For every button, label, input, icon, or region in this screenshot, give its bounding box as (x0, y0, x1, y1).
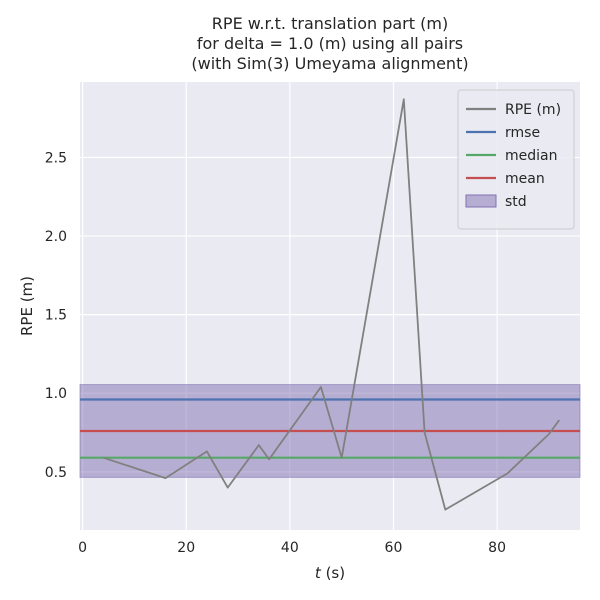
tick-labels: 0 20 40 60 80 0.5 1.0 1.5 2.0 2.5 (45, 150, 506, 556)
y-tick-label: 2.0 (45, 229, 67, 245)
y-tick-label: 0.5 (45, 465, 67, 481)
y-tick-label: 1.0 (45, 386, 67, 402)
x-tick-label: 20 (177, 540, 195, 556)
y-tick-label: 2.5 (45, 150, 67, 166)
chart-title: RPE w.r.t. translation part (m) for delt… (80, 14, 580, 74)
x-axis-label-unit: (s) (321, 564, 345, 582)
chart-title-line-3: (with Sim(3) Umeyama alignment) (191, 54, 469, 73)
x-tick-label: 80 (488, 540, 506, 556)
chart-title-line-1: RPE w.r.t. translation part (m) (211, 14, 449, 33)
reference-lines-layer (80, 398, 580, 459)
x-axis-label-var: t (315, 564, 322, 582)
legend-label: rmse (505, 125, 540, 141)
legend-swatch (465, 194, 497, 208)
x-tick-label: 60 (385, 540, 403, 556)
legend-label: mean (505, 171, 545, 187)
y-tick-label: 1.5 (45, 308, 67, 324)
x-tick-label: 0 (78, 540, 87, 556)
legend-label: RPE (m) (505, 102, 561, 118)
chart-title-line-2: for delta = 1.0 (m) using all pairs (196, 34, 464, 53)
legend: RPE (m) rmse median mean std (457, 89, 575, 230)
rpe-series-line (103, 98, 561, 511)
series-layer (103, 98, 561, 511)
legend-label: median (505, 148, 557, 164)
legend-label: std (505, 194, 527, 210)
x-tick-label: 40 (281, 540, 299, 556)
legend-box (457, 89, 575, 230)
y-axis-label: RPE (m) (18, 276, 36, 336)
x-axis-label: t (s) (315, 564, 345, 582)
